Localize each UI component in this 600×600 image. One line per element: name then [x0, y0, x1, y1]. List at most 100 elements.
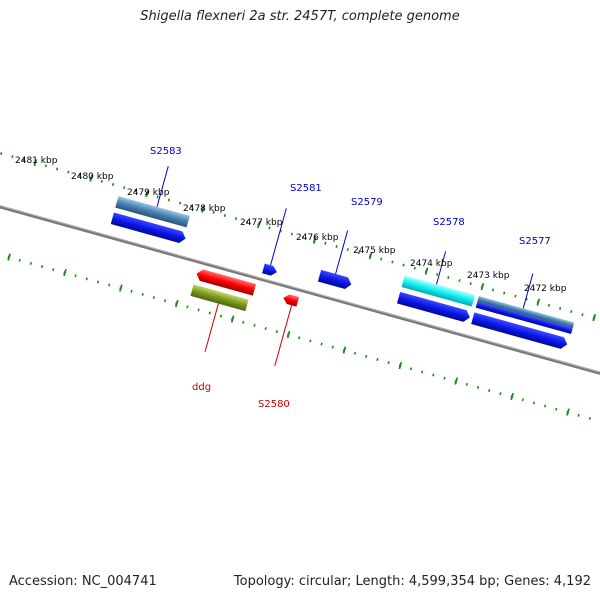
ruler-dot [123, 186, 126, 190]
gene-label-s2578[interactable]: S2578 [433, 217, 465, 228]
cds-block-s2577-bottom[interactable] [475, 301, 573, 335]
ruler-major-tick [286, 330, 291, 339]
ruler-dot [301, 235, 305, 239]
ruler-dot [391, 260, 394, 264]
ruler-major-tick [174, 299, 179, 308]
ruler-dot [555, 407, 558, 411]
gene-arrow-s2583[interactable] [110, 212, 187, 244]
ruler-dot [52, 268, 55, 272]
ruler-dot [186, 305, 189, 309]
genome-track [0, 152, 600, 423]
map-title: Shigella flexneri 2a str. 2457T, complet… [140, 9, 460, 24]
ruler-major-tick [480, 283, 485, 291]
tick-label: 2480 kbp [71, 172, 114, 182]
ruler-dot [74, 274, 77, 278]
ruler-dot [134, 189, 137, 193]
ruler-dot [357, 251, 361, 255]
leader-s2581 [270, 208, 287, 266]
ruler-dot [476, 385, 480, 389]
gene-label-s2579[interactable]: S2579 [351, 197, 383, 208]
ruler-dot [167, 198, 171, 202]
tick-label: 2479 kbp [127, 188, 170, 198]
ruler-dot [22, 158, 25, 162]
position-ruler-inner [7, 253, 600, 423]
genome-backbone [0, 197, 600, 383]
ruler-dot [67, 170, 70, 174]
ruler-dot [55, 167, 59, 171]
ruler-dot [559, 307, 562, 310]
tick-label: 2477 kbp [240, 218, 283, 228]
tick-label: 2473 kbp [467, 271, 510, 281]
ruler-major-tick [89, 174, 94, 182]
gene-arrow-s2581[interactable] [262, 263, 278, 277]
ruler-dot [365, 354, 368, 358]
reverse-genes [190, 268, 300, 312]
ruler-dot [152, 296, 155, 299]
ruler-major-tick [368, 252, 373, 260]
cds-block-s2577-top[interactable] [477, 296, 575, 329]
ruler-dot [499, 392, 502, 396]
ruler-major-tick [424, 267, 429, 275]
ruler-major-tick [536, 298, 541, 306]
ruler-dot [409, 367, 413, 371]
ruler-dot [469, 282, 472, 286]
ruler-dot [85, 277, 88, 281]
gene-label-s2583[interactable]: S2583 [150, 146, 182, 157]
ruler-dot [78, 173, 81, 177]
leader-ddg [204, 303, 219, 352]
gene-label-ddg[interactable]: ddg [192, 382, 211, 393]
gene-label-s2580[interactable]: S2580 [258, 399, 290, 410]
genome-stats-label: Topology: circular; Length: 4,599,354 bp… [233, 574, 591, 589]
ruler-dot [0, 152, 3, 155]
ruler-dot [491, 288, 495, 292]
ruler-dot [18, 258, 21, 262]
ruler-dot [163, 299, 167, 303]
cds-block-s2578[interactable] [401, 275, 476, 307]
ruler-dot [514, 294, 517, 298]
tick-label: 2478 kbp [183, 204, 226, 214]
gene-label-s2581[interactable]: S2581 [290, 183, 322, 194]
ruler-dot [178, 201, 182, 205]
tick-label: 2474 kbp [410, 259, 453, 269]
ruler-dot [212, 210, 215, 214]
ruler-major-tick [257, 221, 261, 229]
forward-genes [110, 196, 575, 350]
ruler-dot [268, 226, 271, 230]
gene-arrow-s2578[interactable] [396, 291, 472, 323]
ruler-major-tick [63, 268, 67, 277]
ruler-dot [346, 248, 349, 252]
ruler-dot [264, 327, 267, 330]
ruler-dot [29, 261, 33, 265]
ruler-major-tick [454, 377, 459, 385]
ruler-dot [465, 382, 468, 386]
tick-label: 2475 kbp [353, 246, 396, 256]
ruler-major-tick [119, 284, 123, 292]
ruler-dot [387, 361, 390, 365]
gene-arrow-s2579[interactable] [317, 269, 353, 290]
gene-arrow-s2577[interactable] [471, 312, 569, 350]
ruler-labels: 2481 kbp 2480 kbp 2479 kbp 2478 kbp 2477… [15, 156, 567, 294]
ruler-major-tick [592, 314, 597, 322]
ruler-dot [298, 336, 301, 340]
tick-label: 2476 kbp [296, 233, 339, 243]
ruler-dot [40, 265, 44, 268]
ruler-dot [108, 283, 111, 287]
ruler-dot [353, 351, 357, 355]
ruler-dot [447, 276, 450, 279]
gene-arrow-ddg-red[interactable] [195, 268, 256, 296]
cds-block-ddg[interactable] [190, 284, 249, 312]
gene-label-s2577[interactable]: S2577 [519, 236, 551, 247]
ruler-dot [436, 272, 439, 276]
ruler-dot [11, 155, 14, 159]
ruler-major-tick [566, 408, 570, 416]
ruler-dot [309, 339, 312, 343]
ruler-dot [320, 342, 323, 346]
gene-arrow-s2580[interactable] [282, 293, 300, 307]
cds-block-s2583[interactable] [115, 196, 190, 228]
ruler-dot [141, 292, 144, 296]
ruler-dot [96, 280, 100, 284]
ruler-major-tick [7, 253, 11, 261]
ruler-dot [246, 220, 249, 224]
ruler-dot [275, 330, 278, 334]
